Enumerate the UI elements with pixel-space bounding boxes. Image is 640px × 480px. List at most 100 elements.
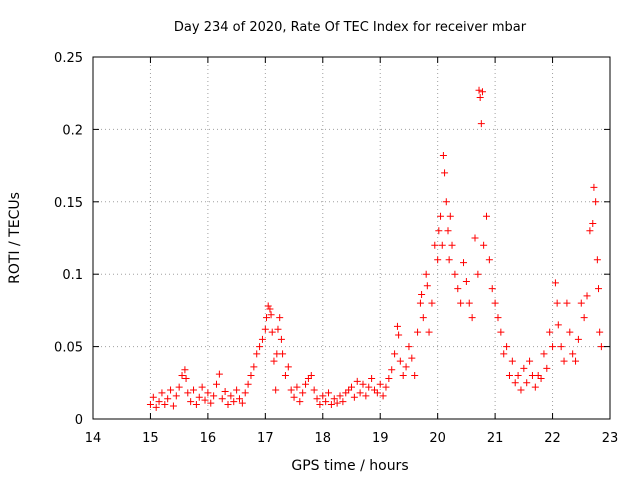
- y-tick-label: 0.25: [54, 51, 83, 66]
- data-point: [388, 366, 396, 374]
- data-point: [411, 372, 419, 380]
- data-point: [396, 357, 404, 365]
- data-point: [586, 227, 594, 235]
- data-point: [319, 392, 327, 400]
- data-point: [580, 314, 588, 322]
- data-point: [281, 372, 289, 380]
- data-point: [155, 398, 163, 406]
- data-point: [508, 357, 516, 365]
- data-point: [583, 292, 591, 300]
- data-point: [534, 372, 542, 380]
- data-point: [596, 328, 604, 336]
- data-point: [442, 198, 450, 206]
- data-point: [540, 350, 548, 358]
- data-point: [382, 383, 390, 391]
- data-point: [574, 335, 582, 343]
- data-point: [224, 401, 232, 409]
- data-point: [462, 277, 470, 285]
- data-point: [503, 343, 511, 351]
- data-point: [476, 94, 484, 102]
- data-point: [362, 392, 370, 400]
- data-point: [385, 374, 393, 382]
- data-point: [299, 389, 307, 397]
- data-point: [261, 325, 269, 333]
- data-point: [441, 169, 449, 177]
- data-point: [272, 386, 280, 394]
- data-point: [434, 256, 442, 264]
- data-point: [158, 389, 166, 397]
- plot-frame: [92, 56, 611, 420]
- data-point: [192, 401, 200, 409]
- data-point: [514, 372, 522, 380]
- data-point: [218, 395, 226, 403]
- data-point: [428, 299, 436, 307]
- data-point: [425, 328, 433, 336]
- data-point: [290, 393, 298, 401]
- y-tick-label: 0.05: [54, 341, 83, 356]
- data-point: [520, 364, 528, 372]
- data-point: [149, 393, 157, 401]
- data-point: [437, 212, 445, 220]
- data-point: [537, 374, 545, 382]
- data-point: [393, 322, 401, 330]
- data-point: [268, 328, 276, 336]
- data-point: [590, 183, 598, 191]
- data-point: [296, 398, 304, 406]
- data-point: [572, 357, 580, 365]
- data-point: [549, 343, 557, 351]
- data-point: [256, 343, 264, 351]
- data-point: [258, 335, 266, 343]
- data-point: [482, 212, 490, 220]
- x-tick-label: 16: [200, 431, 217, 446]
- data-point: [526, 357, 534, 365]
- data-point: [439, 151, 447, 159]
- x-tick-label: 20: [429, 431, 446, 446]
- data-point: [419, 314, 427, 322]
- data-point: [244, 380, 252, 388]
- data-point: [414, 328, 422, 336]
- data-point: [563, 299, 571, 307]
- data-point: [333, 399, 341, 407]
- data-point: [551, 279, 559, 287]
- data-point: [494, 314, 502, 322]
- data-point: [207, 399, 215, 407]
- data-point: [187, 398, 195, 406]
- x-tick-label: 23: [602, 431, 619, 446]
- data-point: [597, 343, 605, 351]
- data-point: [446, 212, 454, 220]
- data-point: [468, 314, 476, 322]
- data-point: [181, 366, 189, 374]
- data-point: [184, 389, 192, 397]
- data-point: [546, 328, 554, 336]
- data-point: [274, 325, 282, 333]
- data-point: [164, 395, 172, 403]
- data-point: [307, 372, 315, 380]
- data-point: [405, 343, 413, 351]
- data-point: [395, 331, 403, 339]
- data-point: [402, 363, 410, 371]
- data-point: [491, 299, 499, 307]
- data-point: [304, 374, 312, 382]
- data-point: [448, 241, 456, 249]
- data-point: [253, 350, 261, 358]
- data-point: [336, 392, 344, 400]
- data-point: [348, 383, 355, 391]
- data-point: [517, 386, 525, 394]
- grid-lines: [93, 57, 610, 419]
- y-tick-label: 0.1: [62, 268, 83, 283]
- data-point: [500, 350, 508, 358]
- data-point: [438, 241, 446, 249]
- data-point: [190, 386, 198, 394]
- data-point: [485, 256, 493, 264]
- data-point: [595, 285, 603, 293]
- data-point: [284, 363, 292, 371]
- y-axis-label: ROTI / TECUs: [7, 192, 23, 284]
- x-tick-label: 18: [315, 431, 332, 446]
- data-point: [230, 398, 238, 406]
- data-point: [359, 380, 367, 388]
- data-point: [302, 380, 310, 388]
- data-point: [474, 270, 482, 278]
- data-point: [330, 395, 338, 403]
